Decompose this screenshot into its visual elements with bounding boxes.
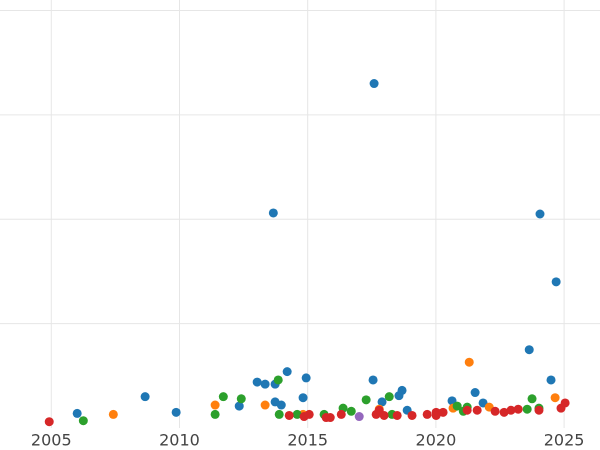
point: [298, 393, 308, 403]
point: [462, 405, 472, 415]
point: [304, 409, 314, 419]
point: [472, 405, 482, 415]
point: [252, 377, 262, 387]
point: [470, 388, 480, 398]
point: [377, 397, 387, 407]
point: [438, 407, 448, 417]
point: [140, 392, 150, 402]
point: [260, 379, 270, 389]
point: [274, 409, 284, 419]
point: [551, 277, 561, 287]
point: [282, 367, 292, 377]
point: [268, 208, 278, 218]
point: [431, 410, 441, 420]
point: [292, 409, 302, 419]
point: [210, 400, 220, 410]
point: [260, 400, 270, 410]
point: [550, 393, 560, 403]
point: [234, 401, 244, 411]
point: [490, 406, 500, 416]
point: [407, 410, 417, 420]
point: [273, 375, 283, 385]
x-tick-label: 2010: [159, 431, 200, 450]
point: [301, 373, 311, 383]
point: [464, 357, 474, 367]
point: [325, 413, 335, 423]
point: [44, 417, 54, 427]
point: [535, 209, 545, 219]
point: [354, 412, 364, 422]
point: [384, 392, 394, 402]
point: [522, 404, 532, 414]
point: [506, 405, 516, 415]
x-tick-label: 2020: [416, 431, 457, 450]
point: [392, 410, 402, 420]
point: [546, 375, 556, 385]
point: [346, 406, 356, 416]
point: [534, 405, 544, 415]
point: [108, 409, 118, 419]
point: [336, 409, 346, 419]
point: [284, 410, 294, 420]
point: [452, 401, 462, 411]
x-tick-label: 2025: [544, 431, 585, 450]
point: [369, 79, 379, 89]
point: [524, 345, 534, 355]
point: [397, 385, 407, 395]
point: [560, 398, 570, 408]
x-tick-label: 2015: [287, 431, 328, 450]
point: [218, 392, 228, 402]
x-tick-label: 2005: [31, 431, 72, 450]
point: [171, 407, 181, 417]
point: [527, 394, 537, 404]
point: [236, 394, 246, 404]
point: [368, 375, 378, 385]
point: [422, 409, 432, 419]
point: [72, 408, 82, 418]
point: [78, 416, 88, 426]
point: [379, 410, 389, 420]
point: [361, 395, 371, 405]
point: [210, 409, 220, 419]
point: [499, 407, 509, 417]
point: [513, 404, 523, 414]
point: [276, 400, 286, 410]
